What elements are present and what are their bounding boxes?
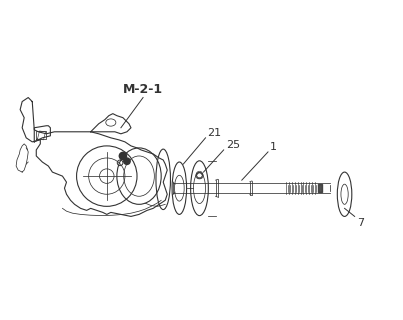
Text: 7: 7 [357,218,364,228]
Text: 21: 21 [208,128,222,138]
Circle shape [119,152,127,160]
Text: 1: 1 [270,142,277,152]
Text: 25: 25 [226,140,240,150]
Circle shape [124,158,130,164]
Text: M-2-1: M-2-1 [123,83,163,96]
